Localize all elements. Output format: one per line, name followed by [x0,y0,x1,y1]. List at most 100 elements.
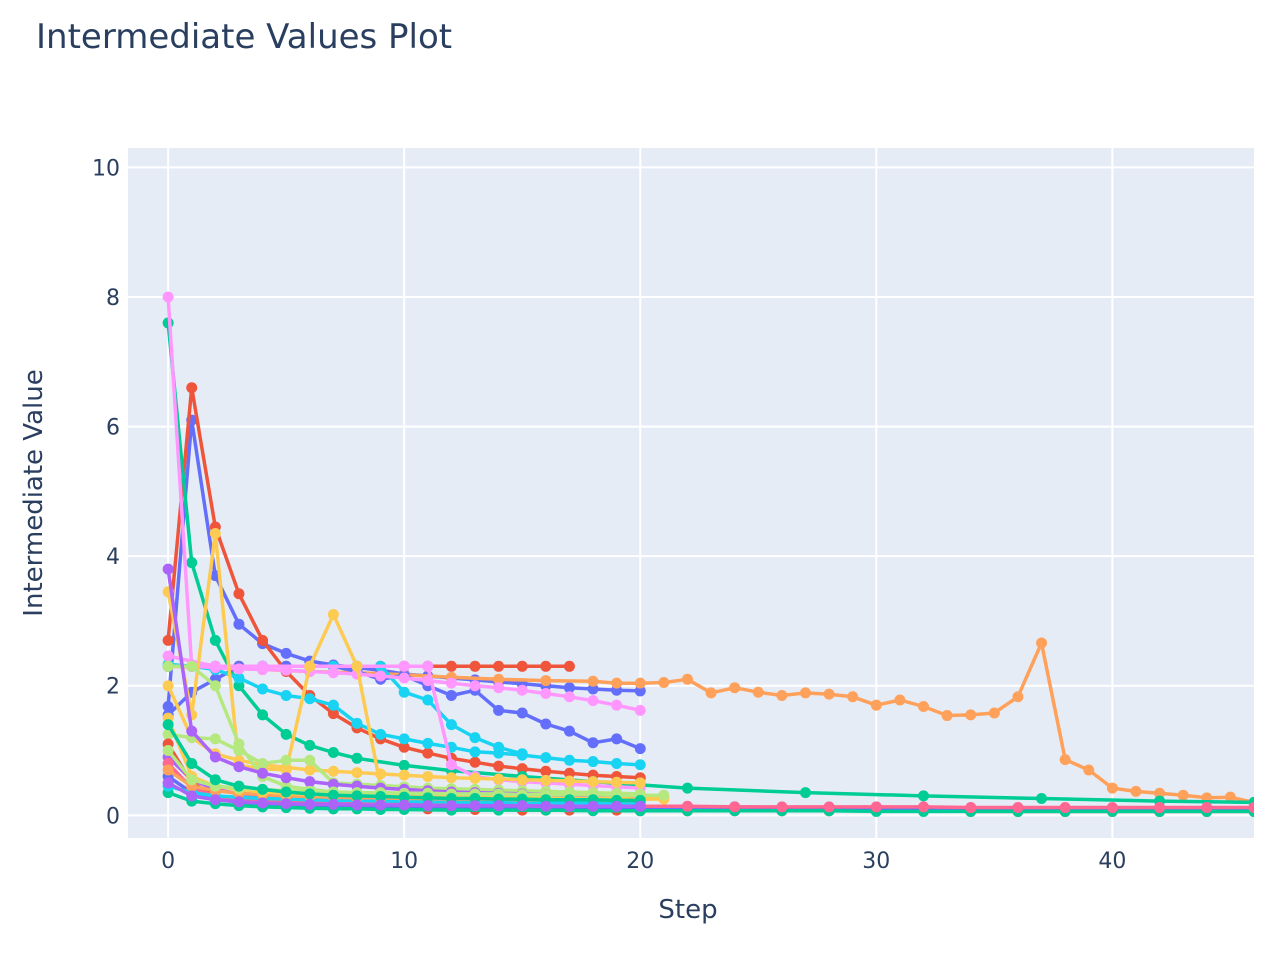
data-point [563,767,575,779]
data-point [1154,787,1166,799]
data-point [233,796,245,808]
data-point [445,759,457,771]
data-point [186,557,198,569]
data-point [280,728,292,740]
data-point [327,608,339,620]
data-point [634,704,646,716]
data-point [375,670,387,682]
data-point [540,660,552,672]
data-point [516,684,528,696]
data-point [918,790,930,802]
data-point [1083,764,1095,776]
data-point [162,291,174,303]
data-point [516,660,528,672]
y-tick-label: 2 [106,675,120,700]
data-point [681,800,693,812]
data-point [257,660,269,672]
data-point [540,800,552,812]
data-point [729,801,741,813]
data-point [587,675,599,687]
data-point [658,789,670,801]
data-point [327,778,339,790]
data-point [493,760,505,772]
data-point [209,733,221,745]
data-point [1012,691,1024,703]
data-point [587,756,599,768]
data-point [516,774,528,786]
data-point [516,748,528,760]
data-point [469,732,481,744]
data-point [1012,802,1024,814]
data-point [351,752,363,764]
data-point [209,634,221,646]
data-point [563,691,575,703]
data-point [681,782,693,794]
data-point [327,667,339,679]
data-point [398,799,410,811]
data-point [587,737,599,749]
data-point [469,660,481,672]
data-point [988,707,1000,719]
data-point [162,777,174,789]
data-point [162,745,174,757]
data-point [257,767,269,779]
data-point [894,694,906,706]
data-point [327,789,339,801]
x-tick-label: 20 [626,849,654,874]
data-point [634,800,646,812]
data-point [611,733,623,745]
data-point [162,700,174,712]
data-point [965,709,977,721]
data-point [1248,802,1254,814]
data-point [918,801,930,813]
data-point [658,677,670,689]
data-point [398,759,410,771]
data-point [304,754,316,766]
data-point [493,800,505,812]
data-point [823,688,835,700]
data-point [847,691,859,703]
data-point [233,780,245,792]
tick-labels: 0 10 20 30 40 0 2 4 6 8 10 [92,156,1126,874]
data-point [469,680,481,692]
data-point [304,798,316,810]
data-point [563,660,575,672]
data-point [587,683,599,695]
x-tick-label: 30 [862,849,890,874]
data-point [280,689,292,701]
data-point [611,800,623,812]
gridlines [128,148,1254,838]
data-point [304,739,316,751]
data-point [563,800,575,812]
data-point [327,746,339,758]
data-point [870,801,882,813]
data-point [563,775,575,787]
data-point [280,772,292,784]
data-point [1177,789,1189,801]
data-point [445,689,457,701]
data-point [469,772,481,784]
data-point [563,725,575,737]
data-point [398,741,410,753]
data-point [162,563,174,575]
data-point [162,650,174,662]
data-point [705,687,717,699]
data-point [162,764,174,776]
data-point [611,677,623,689]
data-point [186,382,198,394]
data-point [870,699,882,711]
data-point [233,588,245,600]
data-point [398,769,410,781]
data-point [799,687,811,699]
data-point [941,710,953,722]
data-point [233,680,245,692]
data-point [445,772,457,784]
data-point [422,792,434,804]
data-point [398,791,410,803]
data-point [257,797,269,809]
data-point [351,790,363,802]
data-point [587,776,599,788]
y-tick-label: 10 [92,156,120,181]
data-point [563,754,575,766]
data-point [257,709,269,721]
